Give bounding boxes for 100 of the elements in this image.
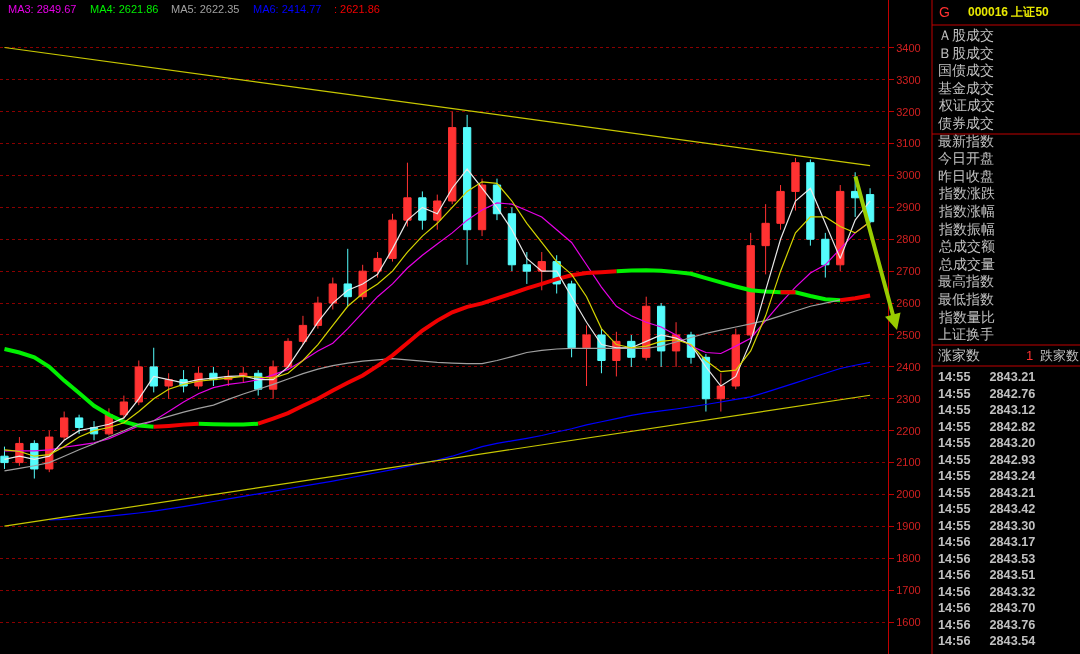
candlestick bbox=[522, 251, 531, 285]
y-tick-label: 1800 bbox=[896, 552, 921, 565]
candlestick bbox=[388, 213, 397, 263]
text: 14:56 2843.53 bbox=[938, 551, 1036, 566]
text: 权证成交 bbox=[938, 97, 995, 113]
candlestick bbox=[761, 203, 770, 275]
text: 14:55 2843.21 bbox=[938, 370, 1036, 384]
candlestick bbox=[567, 280, 576, 358]
candlestick bbox=[701, 353, 711, 413]
text: 14:56 2843.76 bbox=[938, 617, 1036, 632]
text: 最高指数 bbox=[938, 273, 994, 289]
y-tick-label: 2700 bbox=[896, 265, 921, 278]
text: G bbox=[939, 4, 950, 20]
candlestick bbox=[343, 248, 352, 307]
candlestick bbox=[74, 414, 84, 435]
text: 国债成交 bbox=[938, 62, 994, 78]
text: 总成交量 bbox=[938, 256, 995, 272]
candlestick bbox=[164, 372, 173, 400]
text: 指数振幅 bbox=[938, 221, 995, 237]
text: 14:55 2843.12 bbox=[938, 403, 1036, 418]
candlestick bbox=[60, 411, 69, 441]
y-tick-label: 3100 bbox=[896, 137, 921, 150]
text: 14:55 2843.21 bbox=[938, 485, 1036, 500]
candlestick bbox=[806, 159, 815, 247]
y-tick-label: 2600 bbox=[896, 296, 921, 309]
text: MA5: 2622.35 bbox=[171, 3, 240, 15]
candlestick bbox=[836, 184, 845, 272]
text: 今日开盘 bbox=[938, 150, 994, 166]
candlestick bbox=[0, 446, 9, 470]
candlestick bbox=[791, 157, 800, 212]
text: 上证换手 bbox=[938, 326, 994, 342]
text: : 2621.86 bbox=[334, 3, 380, 15]
text: 14:55 2843.42 bbox=[938, 502, 1036, 517]
text: 14:56 2843.32 bbox=[938, 584, 1036, 599]
y-tick-label: 1900 bbox=[896, 520, 921, 533]
y-tick-label: 2100 bbox=[896, 456, 921, 469]
candlestick bbox=[418, 190, 427, 231]
text: 14:56 2843.70 bbox=[938, 601, 1036, 616]
candlestick bbox=[134, 360, 143, 406]
y-tick-label: 3200 bbox=[896, 105, 921, 118]
text: 昨日收盘 bbox=[938, 168, 994, 184]
text: 14:55 2842.93 bbox=[938, 452, 1036, 467]
y-tick-label: 3400 bbox=[896, 41, 921, 54]
y-tick-label: 2300 bbox=[896, 392, 921, 405]
line-series bbox=[48, 361, 871, 521]
y-tick-label: 2200 bbox=[896, 424, 921, 437]
y-tick-label: 2800 bbox=[896, 233, 921, 246]
candlestick bbox=[507, 206, 517, 272]
text: 债券成交 bbox=[938, 115, 994, 131]
text: 000016 上证50 bbox=[968, 5, 1050, 19]
candlestick bbox=[328, 277, 337, 310]
text: MA3: 2849.67 bbox=[8, 3, 77, 15]
y-tick-label: 2900 bbox=[896, 201, 921, 214]
candlestick bbox=[313, 296, 323, 330]
candlestick bbox=[448, 111, 457, 205]
candlestick bbox=[373, 251, 382, 279]
text: 基金成交 bbox=[938, 80, 994, 96]
candlestick bbox=[746, 232, 755, 339]
candlestick bbox=[477, 178, 487, 237]
y-tick-label: 1700 bbox=[896, 584, 921, 597]
text: Ａ股成交 bbox=[938, 27, 994, 43]
candlestick bbox=[462, 114, 472, 266]
y-tick-label: 3000 bbox=[896, 169, 921, 182]
text: 14:55 2842.82 bbox=[938, 419, 1036, 434]
text: 14:55 2843.30 bbox=[938, 518, 1036, 533]
y-tick-label: 2400 bbox=[896, 360, 921, 373]
candlestick bbox=[403, 162, 412, 228]
text: 跌家数 bbox=[1040, 348, 1079, 363]
candlestick bbox=[283, 337, 293, 371]
candlestick bbox=[119, 395, 129, 420]
text: 指数涨跌 bbox=[938, 185, 995, 201]
text: 14:56 2843.51 bbox=[938, 568, 1036, 583]
text: 指数涨幅 bbox=[938, 203, 995, 219]
text: Ｂ股成交 bbox=[938, 45, 994, 61]
y-tick-label: 1600 bbox=[896, 615, 921, 628]
candlestick bbox=[716, 372, 725, 413]
text: 14:55 2843.24 bbox=[938, 469, 1036, 484]
candlestick bbox=[642, 296, 651, 361]
candlestick bbox=[597, 328, 606, 374]
candlestick bbox=[537, 251, 546, 291]
text: 14:56 2843.54 bbox=[938, 634, 1036, 649]
text: 14:56 2843.17 bbox=[938, 535, 1036, 550]
text: 14:55 2843.20 bbox=[938, 436, 1036, 451]
text: 1 bbox=[1026, 348, 1034, 363]
text: MA6: 2414.77 bbox=[253, 3, 322, 15]
y-tick-label: 2000 bbox=[896, 488, 921, 501]
text: 最低指数 bbox=[938, 291, 994, 307]
candlestick bbox=[582, 324, 591, 387]
text: 14:55 2842.76 bbox=[938, 386, 1036, 401]
text: 总成交额 bbox=[938, 238, 995, 254]
text: 最新指数 bbox=[938, 133, 994, 149]
y-tick-label: 2500 bbox=[896, 328, 921, 341]
candlestick bbox=[821, 232, 830, 279]
text: MA4: 2621.86 bbox=[90, 3, 159, 15]
y-tick-label: 3300 bbox=[896, 73, 921, 86]
candlestick bbox=[298, 315, 308, 346]
text: 涨家数 bbox=[938, 347, 980, 363]
candlestick bbox=[149, 347, 158, 393]
text: 指数量比 bbox=[938, 309, 995, 325]
candlestick bbox=[776, 184, 785, 231]
